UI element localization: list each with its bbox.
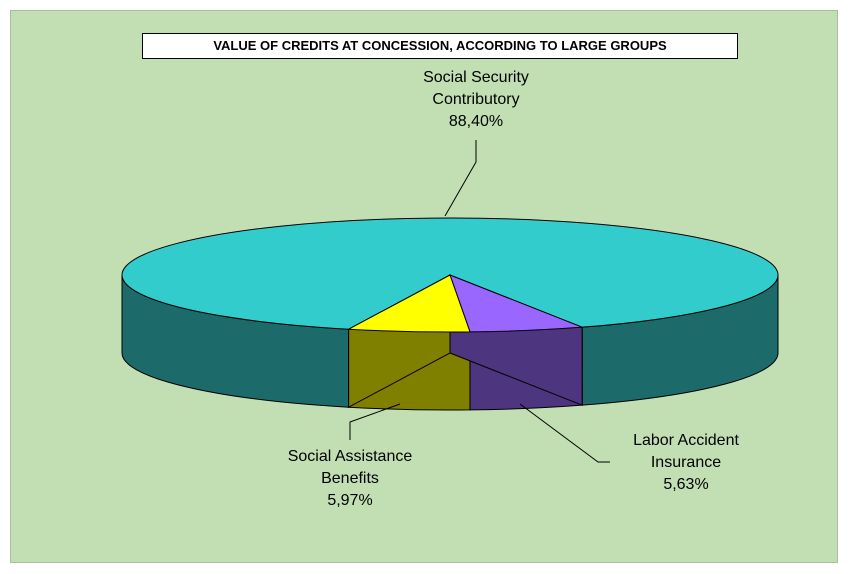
slice-percent: 5,97% — [327, 492, 372, 509]
slice-percent: 5,63% — [663, 476, 708, 493]
slice-label-1: Labor Accident Insurance 5,63% — [519, 403, 739, 493]
slice-label-line: Insurance — [651, 454, 721, 471]
slice-label-0: Social Security Contributory 88,40% — [423, 69, 529, 217]
pie-slice-0 — [121, 217, 779, 330]
pie-slice-2 — [346, 274, 471, 333]
leader-line-1 — [519, 403, 610, 463]
leader-line-2 — [349, 403, 401, 440]
pie-tops — [121, 217, 779, 333]
leader-line-0 — [444, 140, 477, 217]
slice-label-line: Social Assistance — [288, 448, 413, 465]
slice-label-line: Social Security — [423, 69, 529, 86]
slice-label-line: Benefits — [321, 470, 379, 487]
slice-label-2: Social Assistance Benefits 5,97% — [288, 403, 413, 509]
slice-percent: 88,40% — [449, 113, 503, 130]
chart-title: VALUE OF CREDITS AT CONCESSION, ACCORDIN… — [142, 33, 738, 59]
slice-label-line: Labor Accident — [633, 432, 739, 449]
slice-label-line: Contributory — [432, 91, 519, 108]
